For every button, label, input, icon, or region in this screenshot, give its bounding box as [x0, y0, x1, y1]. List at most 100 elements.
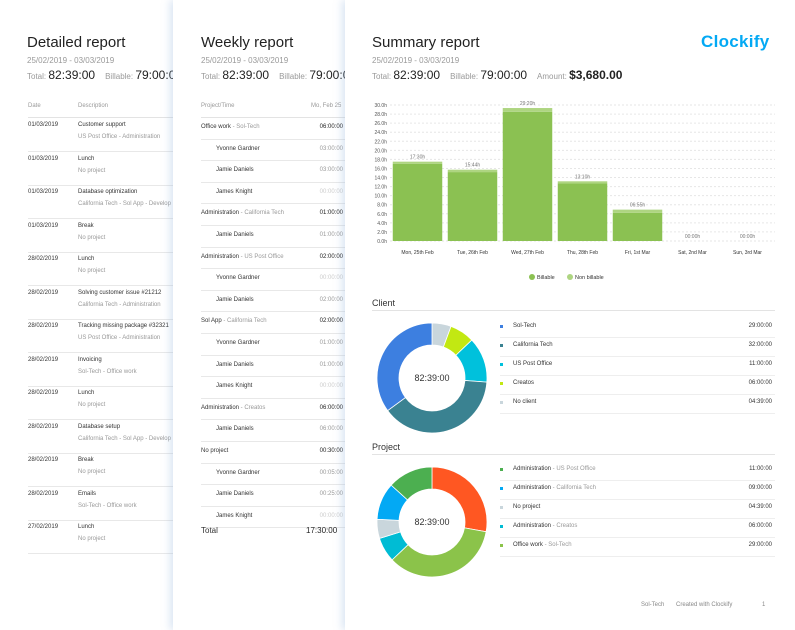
user-row[interactable]: Yvonne Gardner 03:00:00: [201, 140, 345, 162]
user-row[interactable]: Jamie Daniels 00:25:00: [201, 485, 345, 507]
bar-non-billable: [557, 181, 608, 184]
table-row[interactable]: 01/03/2019 Database optimization Californi…: [28, 185, 200, 219]
user-row[interactable]: Jamie Daniels 06:00:00: [201, 420, 345, 442]
user-row[interactable]: Yvonne Gardner 01:00:00: [201, 334, 345, 356]
legend-value: 09:00:00: [748, 485, 772, 491]
legend-client: - US Post Office: [551, 466, 596, 472]
y-tick-label: 18.0h: [374, 157, 387, 163]
user-row[interactable]: Jamie Daniels 01:00:00: [201, 356, 345, 378]
legend-label: Creatos: [513, 380, 535, 386]
row-time: 00:00:00: [319, 383, 343, 390]
row-time: 00:05:00: [319, 469, 343, 476]
amount-label: Amount:: [537, 72, 567, 81]
y-tick-label: 12.0h: [374, 185, 387, 191]
legend-label: Non billable: [575, 275, 604, 281]
billable-value: 79:00:00: [480, 68, 528, 82]
y-tick-label: 22.0h: [374, 139, 387, 145]
user-row[interactable]: James Knight 00:00:00: [201, 507, 345, 529]
table-row[interactable]: 28/02/2019 Lunch No project: [28, 386, 200, 420]
legend-dot: [500, 506, 503, 509]
legend-row[interactable]: Office work - Sol-Tech 29:00:00: [500, 538, 775, 557]
legend-label: Administration: [513, 485, 552, 491]
footer-page-number: 1: [762, 602, 766, 608]
entry-date: 01/03/2019: [28, 189, 59, 195]
entry-date: 27/02/2019: [28, 524, 59, 530]
table-row[interactable]: 28/02/2019 Emails Sol-Tech - Office work: [28, 487, 200, 521]
totals: Total: 82:39:00 Billable: 79:00:00 Amount:…: [372, 68, 632, 82]
bar-non-billable: [612, 209, 663, 213]
legend-row[interactable]: Creatos 06:00:00: [500, 376, 775, 395]
page-title: Weekly report: [201, 34, 294, 51]
user-row[interactable]: Yvonne Gardner 00:00:00: [201, 269, 345, 291]
legend-value: 06:00:00: [748, 523, 772, 529]
row-name: Administration - Creatos: [201, 405, 265, 411]
entry-date: 28/02/2019: [28, 423, 59, 430]
donut-center-total: 82:39:00: [414, 373, 449, 383]
table-row[interactable]: 28/02/2019 Lunch No project: [28, 252, 200, 286]
table-row[interactable]: 28/02/2019 Tracking missing package #3232…: [28, 319, 200, 353]
entry-description: Break: [78, 222, 94, 229]
legend-swatch: [567, 274, 573, 280]
entry-date: 28/02/2019: [28, 490, 59, 497]
donut-slice: [391, 527, 487, 578]
legend-name: No client: [513, 399, 536, 405]
table-row[interactable]: 28/02/2019 Invoicing Sol-Tech - Office wor…: [28, 353, 200, 387]
entry-date: 28/02/2019: [28, 356, 59, 363]
legend-row[interactable]: Administration - Creatos 06:00:00: [500, 519, 775, 538]
donut-slice: [376, 322, 433, 412]
row-time: 00:25:00: [319, 491, 343, 498]
row-name: Yvonne Gardner: [216, 470, 260, 476]
table-row[interactable]: 01/03/2019 Break No project: [28, 219, 200, 253]
project-row[interactable]: No project 00:30:00: [201, 442, 345, 464]
table-row[interactable]: 01/03/2019 Customer support US Post Office…: [28, 118, 200, 152]
user-row[interactable]: Jamie Daniels 03:00:00: [201, 161, 345, 183]
legend-client: - California Tech: [551, 485, 596, 491]
row-time: 03:00:00: [319, 167, 343, 174]
legend-row[interactable]: Sol-Tech 29:00:00: [500, 319, 775, 338]
legend-label: No project: [513, 504, 541, 510]
column-header-description: Description: [78, 103, 109, 109]
total-label: Total:: [372, 72, 392, 81]
total-label: Total:: [201, 72, 221, 81]
row-label: James Knight: [216, 188, 253, 195]
legend-row[interactable]: California Tech 32:00:00: [500, 338, 775, 357]
project-row[interactable]: Administration - US Post Office 02:00:00: [201, 248, 345, 270]
user-row[interactable]: Jamie Daniels 02:00:00: [201, 291, 345, 313]
row-time: 00:30:00: [319, 448, 343, 454]
user-row[interactable]: Yvonne Gardner 00:05:00: [201, 464, 345, 486]
user-row[interactable]: James Knight 00:00:00: [201, 183, 345, 205]
legend-client: - Creatos: [551, 523, 578, 529]
x-tick-label: Mon, 25th Feb: [401, 250, 433, 256]
row-label: Jamie Daniels: [216, 426, 254, 433]
row-name: Yvonne Gardner: [216, 340, 260, 346]
legend-dot: [500, 401, 503, 404]
entry-description: Emails: [78, 490, 97, 497]
legend-row[interactable]: Administration - California Tech 09:00:00: [500, 481, 775, 500]
row-time: 01:00:00: [319, 340, 343, 346]
row-time: 00:00:00: [319, 275, 343, 282]
project-row[interactable]: Administration - Creatos 06:00:00: [201, 399, 345, 421]
legend-dot: [500, 344, 503, 347]
table-row[interactable]: 28/02/2019 Solving customer issue #21212 C…: [28, 286, 200, 320]
project-row[interactable]: Office work - Sol-Tech 06:00:00: [201, 118, 345, 140]
legend-row[interactable]: No project 04:39:00: [500, 500, 775, 519]
row-name: Jamie Daniels: [216, 491, 254, 497]
row-name: Administration - California Tech: [201, 210, 284, 216]
legend-row[interactable]: No client 04:39:00: [500, 395, 775, 414]
legend-row[interactable]: Administration - US Post Office 11:00:00: [500, 462, 775, 481]
project-heading: Project: [372, 442, 401, 452]
user-row[interactable]: Jamie Daniels 01:00:00: [201, 226, 345, 248]
bar-data-label: 17:30h: [410, 155, 426, 161]
legend-value: 29:00:00: [748, 542, 772, 548]
legend-name: No project: [513, 504, 540, 510]
legend-value: 11:00:00: [749, 361, 772, 367]
date-range: 25/02/2019 - 03/03/2019: [201, 56, 289, 65]
table-row[interactable]: 01/03/2019 Lunch No project: [28, 152, 200, 186]
table-row[interactable]: 28/02/2019 Database setup California Tech …: [28, 420, 200, 454]
project-row[interactable]: Administration - California Tech 01:00:00: [201, 204, 345, 226]
legend-row[interactable]: US Post Office 11:00:00: [500, 357, 775, 376]
user-row[interactable]: James Knight 00:00:00: [201, 377, 345, 399]
table-row[interactable]: 28/02/2019 Break No project: [28, 453, 200, 487]
project-row[interactable]: Sol App - California Tech 02:00:00: [201, 312, 345, 334]
table-row[interactable]: 27/02/2019 Lunch No project: [28, 520, 200, 554]
